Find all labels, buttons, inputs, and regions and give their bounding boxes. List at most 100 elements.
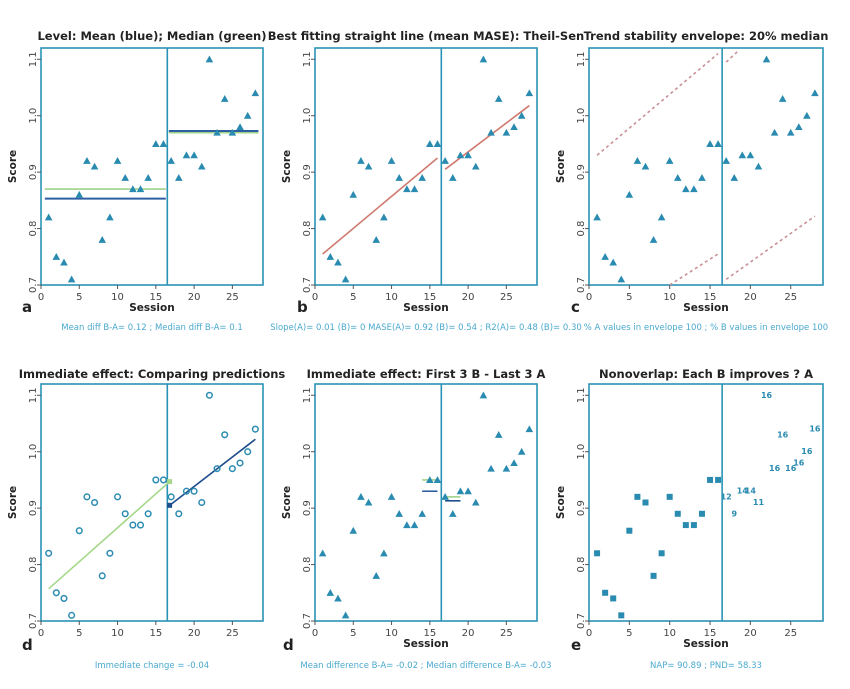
- data-point: [715, 476, 722, 483]
- data-point: [626, 527, 633, 534]
- data-point: [175, 510, 183, 518]
- data-point: [68, 611, 76, 619]
- data-point: [174, 173, 183, 181]
- data-point: [90, 162, 99, 170]
- data-point: [159, 140, 168, 147]
- y-tick-label: 1.1: [28, 51, 39, 67]
- chart-title: Immediate effect: First 3 B - Last 3 A: [307, 367, 546, 381]
- chart-footer: Mean difference B-A= -0.02 ; Median diff…: [300, 661, 551, 671]
- data-point: [60, 258, 68, 266]
- y-axis-label: Score: [281, 150, 293, 183]
- y-tick-label: 1.1: [28, 387, 39, 403]
- y-tick-label: 1.0: [302, 108, 313, 124]
- data-point: [673, 173, 682, 181]
- data-point: [441, 157, 449, 164]
- data-point: [690, 522, 697, 529]
- data-point: [786, 128, 795, 136]
- plot-frame: [314, 47, 538, 286]
- x-axis-label: Session: [403, 638, 448, 650]
- chart-footer: Slope(A)= 0.01 (B)= 0 MASE(A)= 0.92 (B)=…: [270, 323, 582, 333]
- data-point: [811, 89, 819, 97]
- data-point: [121, 510, 129, 518]
- x-tick-label: 0: [586, 292, 592, 303]
- data-point: [746, 151, 755, 159]
- data-point: [502, 464, 511, 472]
- data-point: [190, 487, 198, 495]
- data-point: [517, 111, 526, 119]
- data-point: [83, 493, 91, 501]
- data-point: [403, 521, 411, 529]
- x-tick-label: 0: [312, 628, 318, 639]
- data-point: [106, 549, 114, 557]
- data-point: [674, 510, 681, 517]
- data-label: 14: [745, 487, 757, 496]
- data-point: [205, 55, 214, 63]
- data-point: [794, 123, 803, 131]
- data-point: [403, 185, 411, 193]
- data-point: [698, 173, 706, 181]
- data-label: 16: [785, 464, 797, 473]
- panel-letter: d: [22, 636, 33, 654]
- chart-footer: % A values in envelope 100 ; % B values …: [584, 323, 828, 333]
- x-tick-label: 0: [586, 628, 592, 639]
- data-point: [136, 185, 145, 193]
- data-point: [650, 572, 657, 579]
- data-point: [213, 465, 221, 473]
- y-tick-label: 0.8: [576, 557, 587, 573]
- prediction-point: [167, 479, 173, 485]
- data-point: [738, 151, 747, 159]
- data-point: [220, 94, 229, 102]
- data-point: [448, 173, 457, 181]
- y-tick-label: 0.9: [28, 500, 39, 516]
- data-point: [236, 123, 244, 131]
- x-tick-label: 25: [784, 292, 797, 303]
- data-point: [341, 611, 350, 619]
- data-point: [707, 476, 714, 483]
- data-point: [113, 157, 122, 164]
- data-point: [98, 572, 106, 580]
- x-tick-label: 5: [350, 628, 356, 639]
- data-point: [75, 190, 84, 198]
- data-point: [364, 498, 373, 506]
- data-label: 16: [777, 430, 789, 439]
- y-tick-label: 1.0: [576, 444, 587, 460]
- data-point: [213, 128, 221, 136]
- data-point: [318, 213, 327, 221]
- x-axis-label: Session: [129, 302, 174, 314]
- x-tick-label: 20: [744, 292, 757, 303]
- data-point: [190, 151, 198, 159]
- y-axis-label: Score: [7, 150, 19, 183]
- data-point: [114, 493, 122, 501]
- data-point: [456, 487, 465, 495]
- data-point: [502, 128, 511, 136]
- x-tick-label: 20: [462, 628, 475, 639]
- data-point: [510, 459, 518, 467]
- data-point: [464, 151, 472, 159]
- data-point: [517, 447, 526, 455]
- data-point: [334, 594, 342, 602]
- plot-frame: [588, 47, 824, 286]
- data-point: [357, 493, 365, 500]
- data-point: [387, 493, 396, 500]
- x-tick-label: 20: [188, 292, 201, 303]
- y-tick-label: 0.8: [28, 221, 39, 237]
- data-point: [326, 588, 335, 596]
- data-point: [649, 236, 658, 243]
- y-axis-label: Score: [555, 150, 567, 183]
- data-point: [67, 275, 76, 283]
- data-point: [633, 157, 642, 164]
- data-point: [593, 213, 601, 221]
- plot-frame: [588, 383, 824, 622]
- envelope-line: [725, 50, 739, 63]
- data-label: 12: [721, 492, 732, 501]
- y-tick-label: 1.1: [576, 51, 587, 67]
- x-tick-label: 5: [76, 628, 82, 639]
- data-point: [730, 173, 739, 181]
- data-point: [44, 213, 53, 221]
- data-point: [395, 509, 404, 517]
- y-axis-label: Score: [7, 486, 19, 519]
- y-axis-label: Score: [555, 486, 567, 519]
- x-tick-label: 0: [38, 628, 44, 639]
- x-tick-label: 20: [462, 292, 475, 303]
- data-point: [144, 510, 152, 518]
